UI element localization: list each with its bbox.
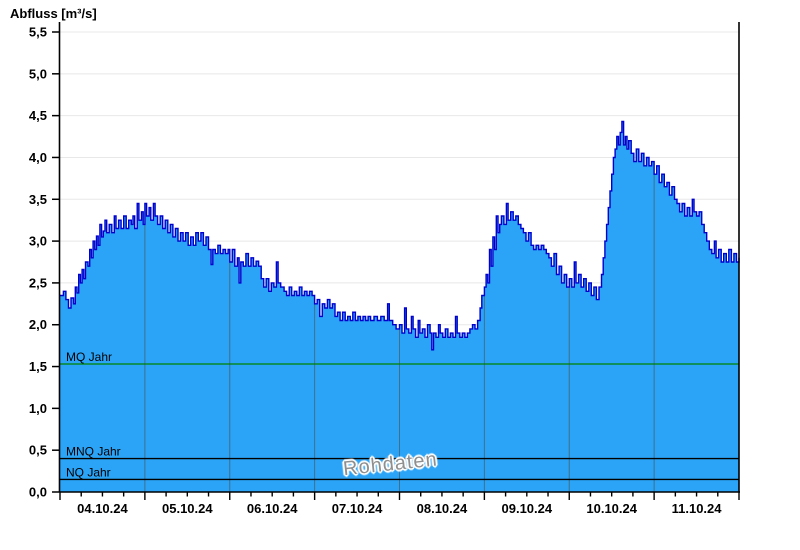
reference-line-label: MQ Jahr: [66, 350, 112, 364]
x-day-label: 07.10.24: [332, 501, 383, 516]
x-day-label: 06.10.24: [247, 501, 298, 516]
y-tick-label: 2,0: [29, 317, 47, 332]
x-day-label: 05.10.24: [162, 501, 213, 516]
reference-line-label: MNQ Jahr: [66, 445, 121, 459]
x-day-label: 09.10.24: [502, 501, 553, 516]
y-tick-label: 2,5: [29, 275, 47, 290]
y-tick-label: 3,5: [29, 192, 47, 207]
x-axis-ticks: 04.10.24 05.10.24 06.10.24 07.10.24 08.10.24…: [59, 492, 740, 516]
x-day-label: 08.10.24: [417, 501, 468, 516]
reference-lines: MQ Jahr MNQ Jahr NQ Jahr: [60, 350, 739, 481]
y-tick-label: 4,0: [29, 150, 47, 165]
y-axis-title: Abfluss [m³/s]: [10, 6, 97, 21]
x-day-label: 11.10.24: [672, 501, 723, 516]
y-tick-label: 0,0: [29, 485, 47, 500]
discharge-step-line: [60, 120, 740, 351]
reference-line-label: NQ Jahr: [66, 465, 111, 479]
y-tick-label: 1,0: [29, 401, 47, 416]
y-axis-ticks: 0,0 0,5 1,0 1,5 2,0 2,5 3,0 3,5 4,0 4,5 5,0 5,5: [29, 25, 59, 500]
y-tick-label: 5,5: [29, 25, 47, 40]
x-day-label: 10.10.24: [586, 501, 637, 516]
y-tick-label: 0,5: [29, 443, 47, 458]
y-tick-label: 5,0: [29, 66, 47, 81]
y-tick-label: 3,0: [29, 234, 47, 249]
x-day-label: 04.10.24: [77, 501, 128, 516]
y-tick-label: 4,5: [29, 108, 47, 123]
y-tick-label: 1,5: [29, 359, 47, 374]
